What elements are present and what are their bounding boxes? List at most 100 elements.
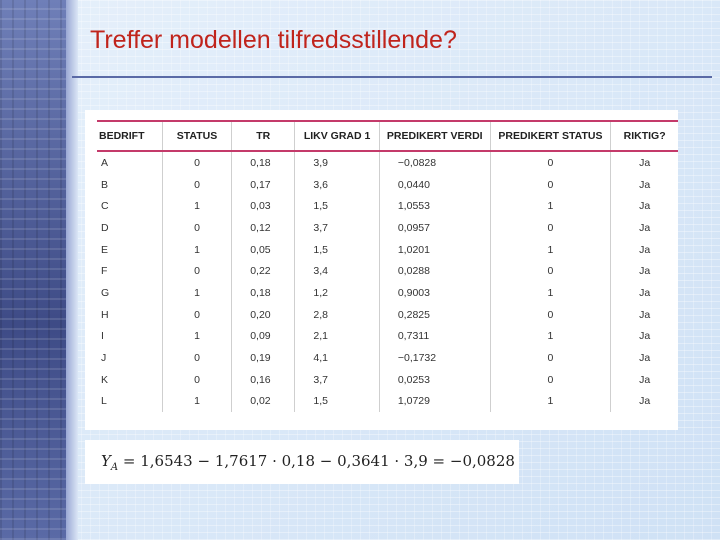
header-predikert-verdi: PREDIKERT VERDI bbox=[378, 122, 491, 150]
table-cell: 0,9003 bbox=[378, 282, 491, 304]
header-predikert-status: PREDIKERT STATUS bbox=[489, 122, 611, 150]
table-cell: 1 bbox=[489, 390, 611, 413]
table-cell: Ja bbox=[610, 217, 678, 239]
table-cell: −0,0828 bbox=[378, 152, 491, 174]
table-cell: K bbox=[101, 373, 109, 386]
table-cell: 0 bbox=[161, 173, 232, 196]
table-cell: 2,8 bbox=[294, 303, 380, 326]
table-row: E 1 0,05 1,5 1,0201 1 Ja bbox=[97, 238, 678, 261]
table-cell: 0 bbox=[489, 347, 611, 369]
table-cell: G bbox=[101, 286, 110, 299]
table-row: I 1 0,09 2,1 0,7311 1 Ja bbox=[97, 325, 678, 348]
table-cell: H bbox=[101, 308, 109, 321]
table-cell: Ja bbox=[610, 325, 678, 348]
prediction-table: BEDRIFT STATUS TR LIKV GRAD 1 PREDIKERT … bbox=[97, 120, 678, 413]
table-cell: 1 bbox=[161, 195, 232, 218]
table-cell: 1,5 bbox=[294, 238, 380, 261]
header-likv-grad: LIKV GRAD 1 bbox=[294, 122, 380, 150]
table-cell: −0,1732 bbox=[378, 347, 491, 369]
table-cell: 3,4 bbox=[294, 260, 380, 283]
table-header-row: BEDRIFT STATUS TR LIKV GRAD 1 PREDIKERT … bbox=[97, 122, 678, 150]
table-cell: 0 bbox=[161, 303, 232, 326]
table-cell: 1 bbox=[161, 282, 232, 304]
table-row: J 0 0,19 4,1 −0,1732 0 Ja bbox=[97, 347, 678, 369]
table-cell: 0,03 bbox=[231, 195, 295, 218]
table-cell: 0,0288 bbox=[378, 260, 491, 283]
table-cell: 0,2825 bbox=[378, 303, 491, 326]
table-cell: 3,7 bbox=[294, 368, 380, 391]
table-cell: Ja bbox=[610, 368, 678, 391]
table-cell: 1 bbox=[161, 238, 232, 261]
table-cell: 0 bbox=[489, 368, 611, 391]
table-row: D 0 0,12 3,7 0,0957 0 Ja bbox=[97, 217, 678, 239]
table-cell: 0,18 bbox=[231, 152, 295, 174]
table-cell: 0,02 bbox=[231, 390, 295, 413]
table-cell: 0 bbox=[161, 152, 232, 174]
table-cell: 2,1 bbox=[294, 325, 380, 348]
table-cell: 0,0440 bbox=[378, 173, 491, 196]
table-cell: Ja bbox=[610, 303, 678, 326]
table-cell: 0,18 bbox=[231, 282, 295, 304]
table-cell: 1,0201 bbox=[378, 238, 491, 261]
formula-rhs: = 1,6543 − 1,7617 · 0,18 − 0,3641 · 3,9 … bbox=[118, 452, 515, 470]
table-cell: F bbox=[101, 265, 108, 278]
table-cell: 1,0553 bbox=[378, 195, 491, 218]
table-cell: 3,9 bbox=[294, 152, 380, 174]
table-cell: 0,17 bbox=[231, 173, 295, 196]
table-cell: 0 bbox=[489, 173, 611, 196]
table-cell: D bbox=[101, 221, 109, 234]
table-cell: 1 bbox=[489, 195, 611, 218]
table-cell: 1,0729 bbox=[378, 390, 491, 413]
table-cell: 0 bbox=[161, 260, 232, 283]
decorative-left-band bbox=[0, 0, 66, 540]
table-row: H 0 0,20 2,8 0,2825 0 Ja bbox=[97, 303, 678, 326]
table-row: F 0 0,22 3,4 0,0288 0 Ja bbox=[97, 260, 678, 283]
table-cell: Ja bbox=[610, 173, 678, 196]
table-cell: 0,09 bbox=[231, 325, 295, 348]
table-cell: 1 bbox=[161, 325, 232, 348]
table-cell: 0 bbox=[161, 217, 232, 239]
table-panel: BEDRIFT STATUS TR LIKV GRAD 1 PREDIKERT … bbox=[85, 110, 678, 430]
table-cell: 1 bbox=[489, 282, 611, 304]
table-cell: 0,16 bbox=[231, 368, 295, 391]
table-cell: 1 bbox=[161, 390, 232, 413]
header-bedrift: BEDRIFT bbox=[99, 130, 145, 142]
table-cell: 0 bbox=[489, 152, 611, 174]
header-tr: TR bbox=[231, 122, 295, 150]
table-cell: E bbox=[101, 243, 109, 256]
table-cell: 0 bbox=[489, 217, 611, 239]
header-status: STATUS bbox=[161, 122, 232, 150]
table-cell: 1,2 bbox=[294, 282, 380, 304]
table-cell: Ja bbox=[610, 195, 678, 218]
table-cell: 0 bbox=[161, 347, 232, 369]
table-cell: 4,1 bbox=[294, 347, 380, 369]
table-cell: A bbox=[101, 156, 109, 169]
formula-lhs-var: Y bbox=[101, 452, 111, 470]
table-cell: Ja bbox=[610, 282, 678, 304]
title-underline bbox=[72, 76, 712, 78]
table-cell: 1 bbox=[489, 325, 611, 348]
slide-title: Treffer modellen tilfredsstillende? bbox=[90, 26, 457, 54]
table-cell: C bbox=[101, 200, 109, 213]
table-cell: 0,19 bbox=[231, 347, 295, 369]
formula-panel: YA = 1,6543 − 1,7617 · 0,18 − 0,3641 · 3… bbox=[85, 440, 519, 484]
table-row: C 1 0,03 1,5 1,0553 1 Ja bbox=[97, 195, 678, 218]
table-row: L 1 0,02 1,5 1,0729 1 Ja bbox=[97, 390, 678, 413]
formula-lhs-sub: A bbox=[110, 462, 119, 473]
table-cell: 3,7 bbox=[294, 217, 380, 239]
table-cell: 0,22 bbox=[231, 260, 295, 283]
table-cell: 0,0957 bbox=[378, 217, 491, 239]
table-cell: 1,5 bbox=[294, 195, 380, 218]
table-cell: 1,5 bbox=[294, 390, 380, 413]
prediction-formula: YA = 1,6543 − 1,7617 · 0,18 − 0,3641 · 3… bbox=[101, 452, 515, 473]
table-cell: Ja bbox=[610, 260, 678, 283]
table-cell: 0,12 bbox=[231, 217, 295, 239]
table-cell: 0,20 bbox=[231, 303, 295, 326]
table-cell: Ja bbox=[610, 152, 678, 174]
decorative-band-edge bbox=[66, 0, 78, 540]
table-row: B 0 0,17 3,6 0,0440 0 Ja bbox=[97, 173, 678, 196]
table-cell: 0 bbox=[161, 368, 232, 391]
table-cell: 0 bbox=[489, 260, 611, 283]
table-cell: B bbox=[101, 178, 109, 191]
table-row: K 0 0,16 3,7 0,0253 0 Ja bbox=[97, 368, 678, 391]
